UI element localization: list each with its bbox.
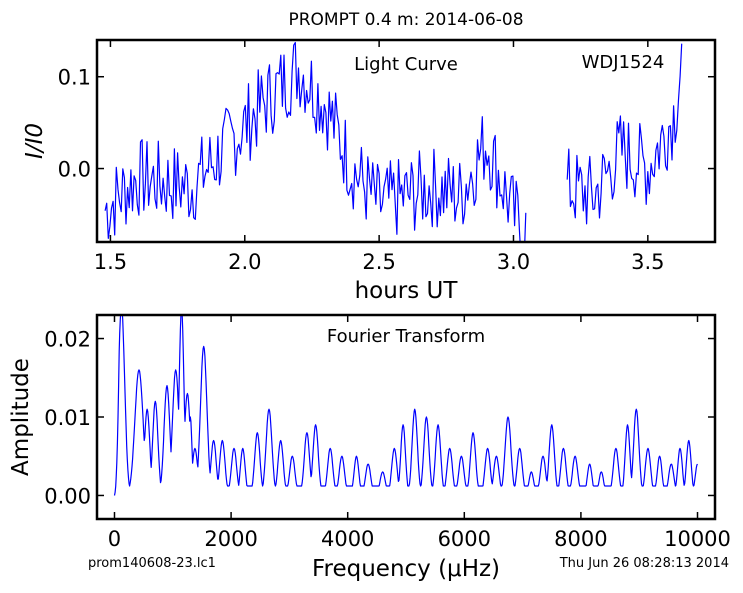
light-curve-title: Light Curve (354, 54, 458, 75)
light-curve-star-label: WDJ1524 (582, 52, 665, 73)
light-curve-trace-segment (566, 43, 683, 225)
light-curve-trace (104, 41, 527, 242)
fourier-xtick-label: 6000 (438, 527, 491, 551)
fourier-xtick-label: 2000 (204, 527, 257, 551)
light-curve-xtick-label: 1.5 (94, 250, 127, 274)
light-curve-xtick-label: 3.5 (631, 250, 664, 274)
light-curve-ylabel: I/I0 (22, 123, 48, 159)
light-curve-xtick-label: 3.0 (497, 250, 530, 274)
light-curve-ytick-label: 0.1 (58, 66, 91, 90)
light-curve-ticks: 1.5 2.0 2.5 3.0 3.5 0.0 0.1 (58, 40, 715, 274)
fourier-ytick-label: 0.02 (44, 328, 91, 352)
fourier-panel: 0 2000 4000 6000 8000 10000 0.00 0.01 0.02 Fouri… (8, 313, 731, 582)
light-curve-frame (95, 38, 717, 244)
fourier-xtick-label: 4000 (321, 527, 374, 551)
fourier-ticks: 0 2000 4000 6000 8000 10000 0.00 0.01 0.02 (44, 315, 731, 551)
light-curve-panel: 1.5 2.0 2.5 3.0 3.5 0.0 0.1 Light Curve WDJ152… (22, 38, 717, 304)
fourier-xtick-label: 8000 (554, 527, 607, 551)
fourier-trace (113, 315, 698, 496)
light-curve-xtick-label: 2.5 (362, 250, 395, 274)
fourier-ylabel: Amplitude (8, 358, 34, 476)
fourier-xtick-label: 10000 (664, 527, 731, 551)
footer-timestamp: Thu Jun 26 08:28:13 2014 (559, 556, 729, 571)
fourier-frame (95, 313, 717, 521)
footer-filename: prom140608-23.lc1 (88, 556, 216, 571)
fourier-xtick-label: 0 (108, 527, 121, 551)
fourier-xlabel: Frequency (μHz) (312, 556, 500, 582)
fourier-ytick-label: 0.00 (44, 484, 91, 508)
fourier-ytick-label: 0.01 (44, 406, 91, 430)
fourier-title: Fourier Transform (327, 326, 485, 347)
light-curve-ytick-label: 0.0 (58, 158, 91, 182)
page-title: PROMPT 0.4 m: 2014-06-08 (288, 10, 523, 30)
light-curve-xlabel: hours UT (355, 278, 459, 304)
light-curve-xtick-label: 2.0 (228, 250, 261, 274)
